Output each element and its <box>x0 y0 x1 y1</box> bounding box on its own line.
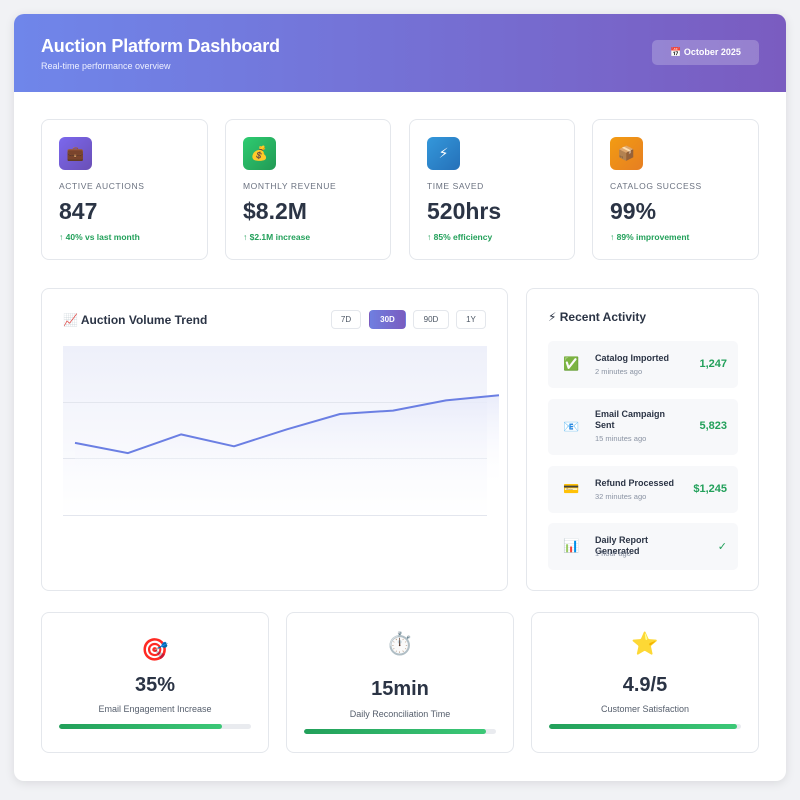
kpi-delta: ↑ 40% vs last month <box>59 232 140 242</box>
range-button-90d[interactable]: 90D <box>413 310 449 329</box>
target-icon: 🎯 <box>141 637 169 662</box>
activity-name: Refund Processed <box>595 478 675 488</box>
star-icon: ⭐ <box>631 631 659 656</box>
activity-item[interactable]: 📧 Email Campaign Sent 15 minutes ago 5,8… <box>548 399 738 455</box>
stat-label: Daily Reconciliation Time <box>349 709 451 719</box>
activity-value: 1,247 <box>699 358 727 370</box>
date-badge[interactable]: 📅 October 2025 <box>652 40 759 65</box>
activity-value: ✓ <box>717 541 727 553</box>
stat-card-customer-satisfaction: ⭐ 4.9/5 Customer Satisfaction <box>531 612 759 753</box>
stat-progress-bar <box>304 729 496 734</box>
email-icon: 📧 <box>563 419 580 434</box>
kpi-value: $8.2M <box>243 198 307 224</box>
activity-time: 2 minutes ago <box>595 367 643 376</box>
kpi-delta: ↑ 89% improvement <box>610 232 690 242</box>
dashboard-window: Auction Platform Dashboard Real-time per… <box>14 14 786 781</box>
stat-progress-fill <box>304 729 487 734</box>
kpi-label: Active Auctions <box>59 181 145 191</box>
activity-item[interactable]: 💳 Refund Processed 32 minutes ago $1,245 <box>548 466 738 513</box>
activity-item[interactable]: ✅ Catalog Imported 2 minutes ago 1,247 <box>548 341 738 388</box>
trend-line-chart <box>63 346 500 516</box>
stat-progress-fill <box>549 724 738 729</box>
package-icon: 📦 <box>610 137 643 170</box>
stat-card-reconciliation-time: ⏱️ 15min Daily Reconciliation Time <box>286 612 514 753</box>
activity-title: ⚡ Recent Activity <box>548 310 647 324</box>
activity-name: Catalog Imported <box>595 353 670 363</box>
chart-series-line <box>74 394 500 455</box>
stat-progress-bar <box>59 724 251 729</box>
activity-time: 15 minutes ago <box>595 434 647 443</box>
activity-item[interactable]: 📊 Daily Report Generated 1 hour ago ✓ <box>548 523 738 570</box>
page-subtitle: Real-time performance overview <box>41 61 171 71</box>
kpi-delta: ↑ $2.1M increase <box>243 232 311 242</box>
activity-name: Daily Report Generated <box>595 535 649 556</box>
kpi-card-time-saved: ⚡ Time Saved 520hrs ↑ 85% efficiency <box>409 119 575 260</box>
kpi-value: 99% <box>610 198 657 224</box>
kpi-card-catalog-success: 📦 Catalog Success 99% ↑ 89% improvement <box>592 119 759 260</box>
stat-label: Customer Satisfaction <box>600 704 690 714</box>
range-button-1y[interactable]: 1Y <box>456 310 486 329</box>
kpi-label: Monthly Revenue <box>243 181 337 191</box>
activity-time: 1 hour ago <box>595 549 631 558</box>
header-banner: Auction Platform Dashboard Real-time per… <box>14 14 786 92</box>
activity-value: $1,245 <box>693 483 727 495</box>
stopwatch-icon: ⏱️ <box>386 631 414 656</box>
kpi-card-monthly-revenue: 💰 Monthly Revenue $8.2M ↑ $2.1M increase <box>225 119 391 260</box>
volume-trend-panel: 📈 Auction Volume Trend 7D 30D 90D 1Y <box>41 288 508 591</box>
activity-name: Email Campaign Sent <box>595 409 666 430</box>
date-label: 📅 October 2025 <box>670 47 741 57</box>
credit-card-icon: 💳 <box>563 481 580 496</box>
stat-value: 15min <box>371 678 429 700</box>
kpi-value: 847 <box>59 198 98 224</box>
kpi-card-active-auctions: 💼 Active Auctions 847 ↑ 40% vs last mont… <box>41 119 208 260</box>
stat-card-email-engagement: 🎯 35% Email Engagement Increase <box>41 612 269 753</box>
bar-chart-icon: 📊 <box>563 538 580 553</box>
money-bag-icon: 💰 <box>243 137 276 170</box>
stat-progress-bar <box>549 724 741 729</box>
kpi-label: Time Saved <box>427 181 484 191</box>
page-title: Auction Platform Dashboard <box>41 36 280 56</box>
check-icon: ✅ <box>563 356 580 371</box>
lightning-icon: ⚡ <box>427 137 460 170</box>
stat-label: Email Engagement Increase <box>98 704 212 714</box>
stat-value: 4.9/5 <box>622 674 668 696</box>
activity-time: 32 minutes ago <box>595 492 647 501</box>
briefcase-icon: 💼 <box>59 137 92 170</box>
recent-activity-panel: ⚡ Recent Activity ✅ Catalog Imported 2 m… <box>526 288 759 591</box>
stat-progress-fill <box>59 724 223 729</box>
stat-value: 35% <box>134 674 176 696</box>
chart-area-fill <box>75 395 499 491</box>
activity-value: 5,823 <box>699 420 727 432</box>
chart-title: 📈 Auction Volume Trend <box>63 313 208 327</box>
kpi-value: 520hrs <box>427 198 502 224</box>
kpi-label: Catalog Success <box>610 181 702 191</box>
range-button-30d[interactable]: 30D <box>369 310 406 329</box>
kpi-delta: ↑ 85% efficiency <box>427 232 493 242</box>
range-button-7d[interactable]: 7D <box>331 310 361 329</box>
